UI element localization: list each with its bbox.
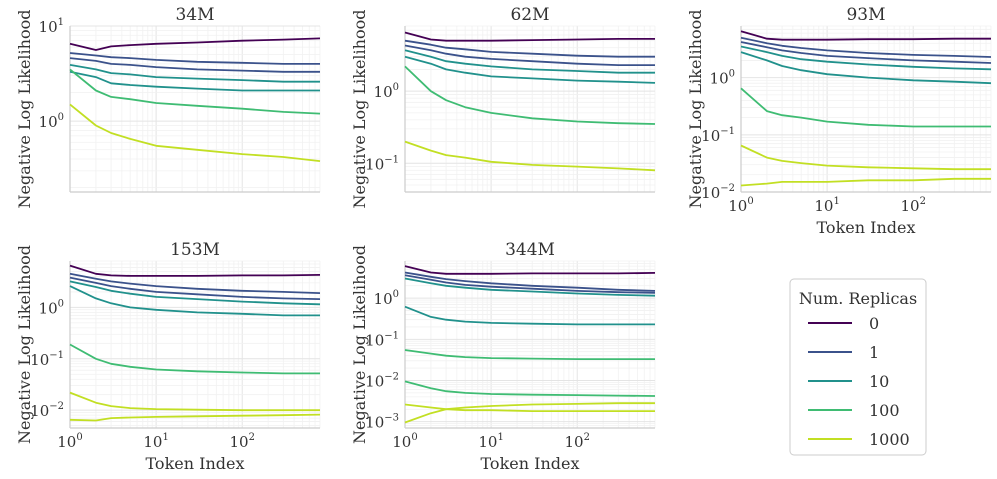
y-tick-label: 10−2 (30, 401, 64, 420)
y-tick-label: 100 (39, 298, 64, 317)
series-line-1 (69, 272, 321, 294)
y-tick-label: 10−2 (365, 371, 399, 390)
legend-label-0: 0 (869, 314, 879, 333)
series-line-10 (740, 51, 992, 85)
x-axis-label: Token Index (817, 218, 916, 237)
series-line-1 (404, 271, 656, 292)
y-tick-label: 10−1 (365, 330, 399, 349)
y-tick-label: 10−2 (701, 183, 735, 202)
y-tick-label: 100 (374, 82, 399, 101)
series-line-1000 (404, 140, 656, 172)
y-tick-label: 100 (374, 289, 399, 308)
series-line-1000 (69, 413, 321, 422)
y-tick-label: 10−1 (30, 350, 64, 369)
series-line-10 (69, 70, 320, 92)
series-line-0 (69, 37, 321, 51)
x-axis-label: Token Index (146, 454, 245, 473)
series-line-1000 (404, 402, 655, 424)
y-axis-label: Negative Log Likelihood (686, 10, 705, 209)
series-line-100 (404, 65, 656, 125)
y-axis-label: Negative Log Likelihood (15, 245, 34, 444)
series-line-1 (69, 57, 320, 73)
series-line-0 (404, 31, 655, 42)
y-tick-label: 10−1 (701, 126, 735, 145)
y-axis-label: Negative Log Likelihood (350, 10, 369, 209)
subplot-title: 153M (170, 240, 220, 260)
series-line-10 (404, 305, 655, 326)
series-line-0 (404, 265, 656, 275)
subplot-title: 62M (510, 5, 549, 25)
y-axis-label: Negative Log Likelihood (350, 245, 369, 444)
subplot-62M: 62M 10−1 100 Negative Log Likelihood (350, 5, 656, 209)
y-axis-label: Negative Log Likelihood (15, 10, 34, 209)
subplot-93M: 93M 10−2 10−1 100 100 101 102 Negative Log Like… (686, 5, 992, 237)
series-line-100 (404, 380, 656, 397)
y-tick-label: 101 (39, 17, 64, 36)
series-line-10 (69, 280, 321, 306)
series-line-1 (740, 36, 992, 58)
series-line-100 (69, 68, 321, 115)
series-line-1 (740, 41, 992, 64)
series-line-1 (404, 274, 656, 294)
series-line-10 (404, 49, 655, 74)
series-line-0 (69, 264, 321, 277)
series-line-1000 (740, 177, 991, 187)
x-tick-label: 101 (143, 432, 168, 451)
x-tick-label: 102 (900, 196, 925, 215)
y-tick-label: 100 (39, 112, 64, 131)
legend-label-1: 1 (869, 343, 879, 362)
series-line-1000 (69, 103, 321, 162)
x-tick-label: 102 (564, 432, 589, 451)
series-line-10 (404, 55, 656, 84)
y-tick-label: 10−3 (365, 413, 399, 432)
x-tick-label: 100 (728, 196, 753, 215)
series-line-100 (69, 343, 320, 375)
x-tick-label: 100 (392, 432, 417, 451)
legend: Num. Replicas 0 1 10 100 1000 (789, 278, 927, 456)
subplot-344M: 344M 10−3 10−2 10−1 100 100 101 102 Negative Log… (350, 240, 656, 473)
series-line-1 (69, 52, 320, 65)
legend-label-1000: 1000 (869, 430, 910, 449)
subplot-title: 93M (846, 5, 885, 25)
x-tick-label: 101 (478, 432, 503, 451)
legend-label-100: 100 (869, 401, 900, 420)
series-line-10 (69, 64, 320, 83)
subplot-title: 34M (175, 5, 214, 25)
x-tick-label: 100 (57, 432, 82, 451)
y-tick-label: 10−1 (365, 154, 399, 173)
subplot-34M: 34M 100 101 Negative Log Likelihood (15, 5, 321, 209)
legend-title: Num. Replicas (799, 289, 917, 308)
legend-label-10: 10 (869, 372, 889, 391)
x-tick-label: 102 (229, 432, 254, 451)
series-line-1 (69, 276, 321, 300)
series-line-1 (404, 39, 655, 58)
subplot-153M: 153M 10−2 10−1 100 100 101 102 Negative Log Lik… (15, 240, 321, 473)
series-line-1000 (404, 403, 655, 413)
series-line-1000 (740, 144, 991, 171)
y-tick-label: 100 (710, 69, 735, 88)
series-line-1000 (69, 391, 320, 412)
series-line-0 (740, 30, 991, 41)
series-line-10 (404, 277, 656, 297)
subplot-title: 344M (505, 240, 555, 260)
series-line-100 (740, 87, 991, 128)
series-line-100 (404, 349, 655, 361)
series-line-10 (740, 45, 992, 71)
x-axis-label: Token Index (481, 454, 580, 473)
series-line-10 (69, 285, 320, 317)
series-line-1 (404, 44, 655, 66)
x-tick-label: 101 (814, 196, 839, 215)
